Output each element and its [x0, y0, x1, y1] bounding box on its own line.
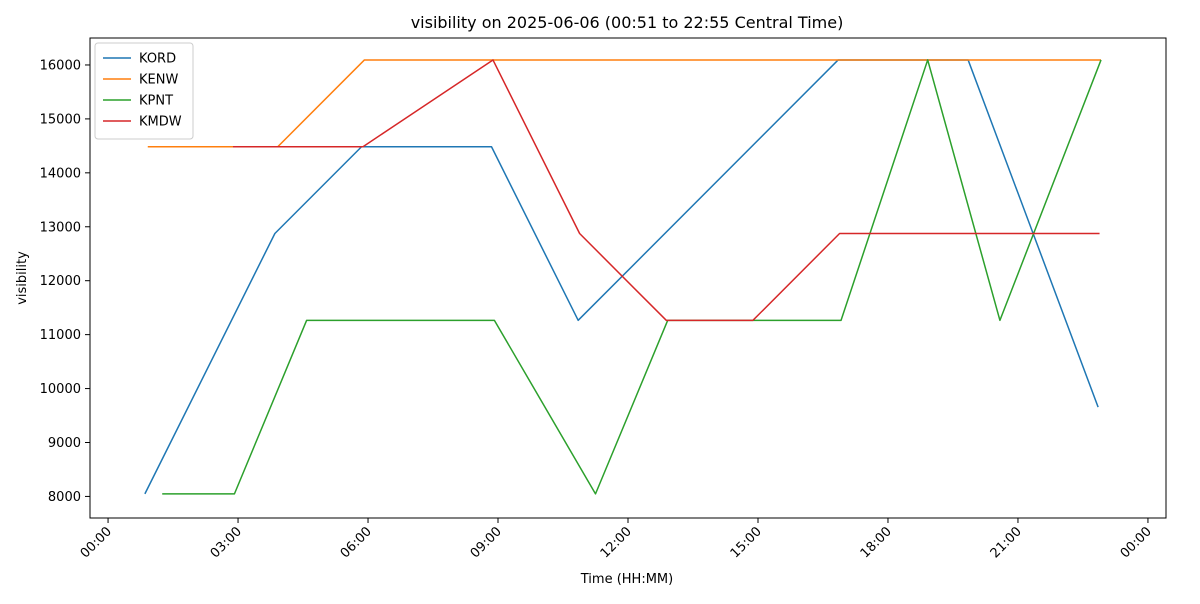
x-axis-label: Time (HH:MM) — [580, 572, 673, 587]
y-tick-label: 12000 — [40, 274, 81, 289]
legend: KORD KENW KPNT KMDW — [94, 42, 194, 140]
legend-label-kord: KORD — [139, 52, 176, 67]
y-tick-label: 16000 — [40, 58, 81, 73]
y-tick-label: 9000 — [48, 436, 81, 451]
y-tick-label: 8000 — [48, 490, 81, 505]
y-tick-label: 13000 — [40, 220, 81, 235]
chart-title: visibility on 2025-06-06 (00:51 to 22:55… — [411, 13, 844, 32]
legend-box — [94, 42, 194, 140]
y-tick-label: 11000 — [40, 328, 81, 343]
legend-label-kenw: KENW — [139, 73, 178, 88]
y-axis-label: visibility — [15, 251, 30, 305]
legend-label-kmdw: KMDW — [139, 115, 182, 130]
y-axis: 8000 9000 10000 11000 12000 13000 14000 15000 16… — [40, 58, 90, 505]
series-line-kenw — [147, 59, 1102, 148]
series-line-kmdw — [232, 59, 1100, 322]
series-layer — [144, 59, 1102, 495]
legend-label-kpnt: KPNT — [139, 94, 173, 109]
y-tick-label: 15000 — [40, 112, 81, 127]
series-line-kpnt — [162, 59, 1102, 495]
y-tick-label: 14000 — [40, 166, 81, 181]
y-tick-label: 10000 — [40, 382, 81, 397]
